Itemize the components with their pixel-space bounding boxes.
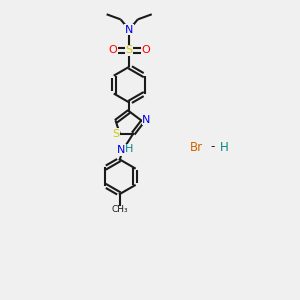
Text: -: -	[210, 140, 214, 154]
Text: Br: Br	[190, 140, 202, 154]
Text: H: H	[125, 144, 134, 154]
Text: N: N	[125, 25, 134, 34]
Text: N: N	[117, 145, 125, 155]
Text: S: S	[126, 45, 133, 56]
Text: N: N	[142, 115, 151, 125]
Text: O: O	[141, 45, 150, 56]
Text: CH₃: CH₃	[112, 205, 128, 214]
Text: H: H	[220, 140, 229, 154]
Text: S: S	[112, 129, 119, 139]
Text: O: O	[109, 45, 117, 56]
